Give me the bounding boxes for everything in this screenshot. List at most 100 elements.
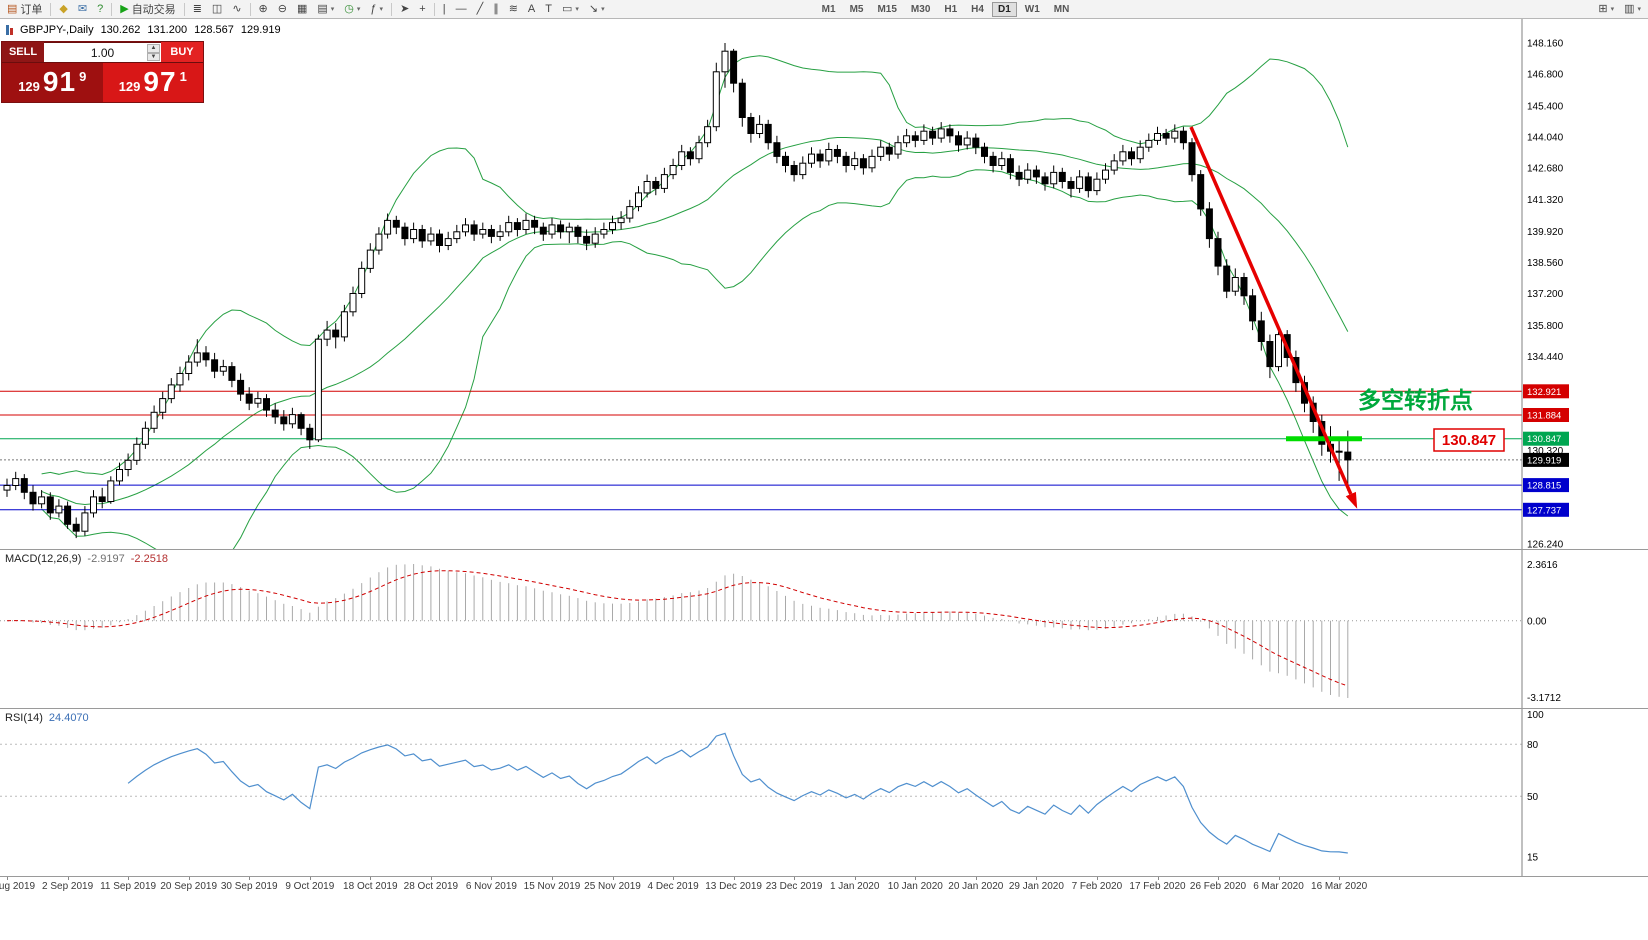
line-chart-button[interactable]: ∿	[227, 0, 246, 19]
shapes-icon: ▭	[562, 2, 573, 15]
timeframe-h1-button[interactable]: H1	[944, 3, 958, 15]
tile-windows-button[interactable]: ▦	[292, 0, 312, 19]
help-button[interactable]: ?	[92, 0, 108, 19]
price-box-annotation[interactable]: 130.847	[1433, 428, 1505, 452]
timeframe-m30-button[interactable]: M30	[910, 3, 931, 15]
svg-text:141.320: 141.320	[1527, 195, 1564, 206]
date-label: 26 Feb 2020	[1189, 881, 1247, 892]
arrows-icon: ↘	[588, 2, 599, 15]
ohlc-close: 129.919	[240, 24, 281, 36]
date-label: 23 Dec 2019	[765, 881, 823, 892]
toolbar-separator	[249, 2, 251, 16]
price-axis[interactable]: 148.160 146.800 145.400 144.040 142.680 141.3…	[1521, 19, 1569, 550]
rsi-axis[interactable]: 100 80 50 15	[1521, 709, 1544, 876]
macd-panel: 2.3616 0.00 -3.1712	[0, 549, 1648, 708]
macd-axis[interactable]: 2.3616 0.00 -3.1712	[1521, 550, 1561, 708]
toolbar-separator	[111, 2, 113, 16]
mailbox-button[interactable]: ✉	[73, 0, 92, 19]
svg-text:126.240: 126.240	[1527, 540, 1564, 550]
turning-point-annotation[interactable]: 多空转折点	[1358, 387, 1473, 414]
timeframe-m5-button[interactable]: M5	[849, 3, 864, 15]
date-tick	[7, 877, 8, 880]
macd-name: MACD(12,26,9)	[5, 553, 82, 565]
timeframe-w1-button[interactable]: W1	[1024, 3, 1040, 15]
toolbar-separator	[183, 2, 185, 16]
date-label: 29 Jan 2020	[1008, 881, 1064, 892]
date-label: 6 Mar 2020	[1253, 881, 1304, 892]
sell-price-button[interactable]: 129 91 9	[2, 63, 103, 102]
indicators-button[interactable]: ƒ ▾	[365, 0, 388, 19]
chevron-down-icon: ▾	[330, 6, 335, 13]
timeframe-m15-button[interactable]: M15	[877, 3, 897, 15]
macd-value-2: -2.2518	[130, 553, 169, 565]
macd-value-1: -2.9197	[87, 553, 125, 565]
date-label: 20 Jan 2020	[948, 881, 1004, 892]
autotrading-button[interactable]: ▶ 自动交易	[115, 0, 180, 19]
cursor-button[interactable]: ➤	[395, 0, 414, 19]
lot-size-field[interactable]: 1.00 ▲ ▼	[44, 42, 161, 62]
vertical-line-button[interactable]: |	[438, 0, 451, 19]
date-tick	[1036, 877, 1038, 880]
fibonacci-button[interactable]: ≋	[504, 0, 523, 19]
svg-text:130.847: 130.847	[1442, 432, 1496, 449]
svg-text:80: 80	[1527, 740, 1539, 751]
date-tick	[854, 877, 856, 880]
date-tick	[1218, 877, 1219, 880]
timeframe-h4-button[interactable]: H4	[971, 3, 984, 15]
svg-text:132.921: 132.921	[1527, 387, 1561, 398]
trendline-button[interactable]: ╱	[472, 0, 489, 19]
macd-signal-line	[6, 570, 1348, 687]
main-price-chart[interactable]: 多空转折点 130.847 148.160 146.800 145.400 144.040…	[0, 19, 1648, 549]
date-label: 22 Aug 2019	[0, 881, 36, 892]
svg-text:137.200: 137.200	[1527, 289, 1564, 300]
templates-button[interactable]: ▤ ▾	[312, 0, 339, 19]
text-button[interactable]: A	[523, 0, 540, 19]
svg-text:135.800: 135.800	[1527, 321, 1564, 332]
new-order-button[interactable]: ▤ 订单	[2, 0, 47, 19]
rsi-indicator-chart[interactable]: 100 80 50 15	[0, 709, 1648, 876]
channel-button[interactable]: ∥	[488, 0, 504, 19]
new-chart-button[interactable]: ⊞ ▾	[1593, 0, 1619, 19]
timeframe-d1-button[interactable]: D1	[991, 1, 1017, 17]
date-label: 18 Oct 2019	[343, 881, 398, 892]
shapes-button[interactable]: ▭ ▾	[557, 0, 584, 19]
timeframe-mn-button[interactable]: MN	[1053, 3, 1070, 15]
candlestick-chart-button[interactable]: ◫	[207, 0, 227, 19]
zoom-out-button[interactable]: ⊖	[273, 0, 292, 19]
zoom-in-button[interactable]: ⊕	[254, 0, 273, 19]
label-button[interactable]: T	[540, 0, 557, 19]
toolbar-separator	[391, 2, 393, 16]
svg-text:50: 50	[1527, 792, 1539, 803]
mailbox-icon: ✉	[77, 2, 88, 15]
date-tick	[794, 877, 796, 880]
buy-button[interactable]: BUY	[161, 42, 203, 62]
trend-arrow[interactable]	[1189, 126, 1358, 509]
timeframe-m1-button[interactable]: M1	[821, 3, 836, 15]
lot-decrease-button[interactable]: ▼	[147, 52, 160, 61]
date-label: 20 Sep 2019	[160, 881, 218, 892]
buy-price-button[interactable]: 129 97 1	[102, 63, 203, 102]
period-button[interactable]: ◷ ▾	[339, 0, 365, 19]
date-tick	[673, 877, 675, 880]
favorites-icon-button[interactable]: ◆	[54, 0, 72, 19]
date-label: 4 Dec 2019	[647, 881, 699, 892]
rsi-line	[127, 732, 1348, 854]
profiles-icon: ▥	[1624, 2, 1635, 15]
horizontal-line-button[interactable]: —	[451, 0, 472, 19]
profiles-button[interactable]: ▥ ▾	[1619, 0, 1646, 19]
horizontal-lines[interactable]	[0, 390, 1522, 511]
date-tick	[188, 877, 190, 880]
lot-spinner: ▲ ▼	[147, 44, 160, 61]
crosshair-button[interactable]: +	[414, 0, 430, 19]
toolbar-separator	[50, 2, 52, 16]
lot-increase-button[interactable]: ▲	[147, 44, 160, 53]
arrows-button[interactable]: ↘ ▾	[584, 0, 610, 19]
favorites-icon-icon: ◆	[59, 2, 68, 15]
ohlc-high: 131.200	[147, 24, 188, 36]
macd-indicator-chart[interactable]: 2.3616 0.00 -3.1712	[0, 550, 1648, 708]
chart-ohlc-header: GBPJPY-,Daily 130.262 131.200 128.567 12…	[6, 24, 281, 36]
bar-chart-button[interactable]: ≣	[188, 0, 207, 19]
sell-button[interactable]: SELL	[2, 42, 44, 62]
